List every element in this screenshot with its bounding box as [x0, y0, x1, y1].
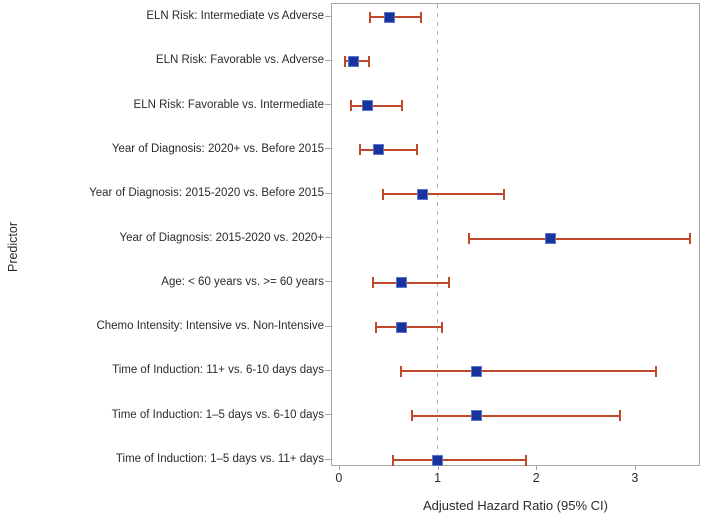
- ci-bar: [359, 148, 417, 151]
- y-axis-tick: [325, 325, 331, 327]
- category-label: Chemo Intensity: Intensive vs. Non-Inten…: [96, 320, 324, 333]
- hr-marker: [383, 11, 395, 23]
- x-axis-tick: [338, 465, 340, 470]
- hr-marker: [432, 454, 444, 466]
- x-axis-tick-label: 2: [532, 471, 540, 485]
- plot-area: [331, 3, 700, 466]
- ci-cap: [448, 277, 451, 289]
- ci-cap: [358, 144, 361, 156]
- category-label: Year of Diagnosis: 2020+ vs. Before 2015: [111, 142, 324, 155]
- reference-line: [437, 4, 439, 465]
- ci-cap: [525, 454, 528, 466]
- y-axis-tick: [325, 148, 331, 150]
- category-label: ELN Risk: Favorable vs. Adverse: [155, 54, 324, 67]
- y-axis-tick: [325, 414, 331, 416]
- y-axis-tick: [325, 281, 331, 283]
- x-axis-tick-label: 3: [631, 471, 639, 485]
- ci-cap: [419, 11, 422, 23]
- ci-cap: [654, 365, 657, 377]
- y-axis-tick: [325, 237, 331, 238]
- hr-marker: [372, 144, 384, 156]
- ci-bar: [469, 237, 691, 240]
- ci-cap: [619, 410, 622, 422]
- hr-marker: [395, 277, 407, 289]
- x-axis-tick-label: 0: [335, 471, 343, 485]
- x-axis-tick: [437, 465, 439, 470]
- hr-marker: [470, 365, 482, 377]
- category-label: Age: < 60 years vs. >= 60 years: [161, 275, 324, 288]
- category-label: Time of Induction: 11+ vs. 6-10 days day…: [112, 364, 324, 377]
- y-axis-tick: [325, 369, 331, 371]
- ci-cap: [410, 410, 413, 422]
- category-label: Time of Induction: 1–5 days vs. 6-10 day…: [111, 408, 324, 421]
- category-label: Time of Induction: 1–5 days vs. 11+ days: [115, 453, 324, 465]
- category-label: ELN Risk: Intermediate vs Adverse: [146, 10, 324, 22]
- ci-cap: [349, 100, 352, 112]
- ci-bar: [393, 459, 527, 461]
- ci-bar: [411, 414, 621, 417]
- category-label: Year of Diagnosis: 2015-2020 vs. 2020+: [119, 231, 324, 244]
- ci-cap: [468, 233, 471, 244]
- ci-cap: [382, 188, 385, 200]
- category-label: Year of Diagnosis: 2015-2020 vs. Before …: [89, 187, 324, 200]
- hr-marker: [362, 100, 374, 112]
- hr-marker: [348, 55, 360, 67]
- y-axis-tick: [325, 192, 331, 194]
- ci-cap: [368, 55, 371, 67]
- ci-bar: [376, 326, 443, 329]
- x-axis-title: Adjusted Hazard Ratio (95% CI): [423, 498, 608, 513]
- ci-cap: [343, 55, 346, 67]
- hr-marker: [417, 188, 429, 200]
- ci-cap: [400, 365, 403, 377]
- ci-cap: [401, 100, 404, 112]
- ci-bar: [401, 370, 656, 373]
- ci-cap: [502, 188, 505, 200]
- y-axis-tick: [325, 104, 331, 106]
- y-axis-tick: [325, 15, 331, 17]
- category-label: ELN Risk: Favorable vs. Intermediate: [133, 98, 324, 111]
- hr-marker: [395, 321, 407, 333]
- y-axis-tick: [325, 458, 331, 460]
- ci-cap: [415, 144, 418, 156]
- hr-marker: [470, 410, 482, 422]
- ci-bar: [370, 16, 421, 18]
- ci-cap: [375, 321, 378, 333]
- ci-cap: [369, 11, 372, 23]
- x-axis-tick-label: 1: [434, 471, 442, 485]
- y-axis-title: Predictor: [6, 221, 20, 273]
- hr-marker: [544, 233, 556, 244]
- ci-cap: [441, 321, 444, 333]
- ci-bar: [373, 281, 450, 284]
- x-axis-tick: [536, 465, 538, 470]
- ci-bar: [383, 193, 504, 196]
- ci-bar: [350, 104, 403, 107]
- y-axis-tick: [325, 59, 331, 61]
- ci-cap: [689, 233, 692, 244]
- x-axis-tick: [634, 465, 636, 470]
- ci-cap: [392, 454, 395, 466]
- ci-cap: [372, 277, 375, 289]
